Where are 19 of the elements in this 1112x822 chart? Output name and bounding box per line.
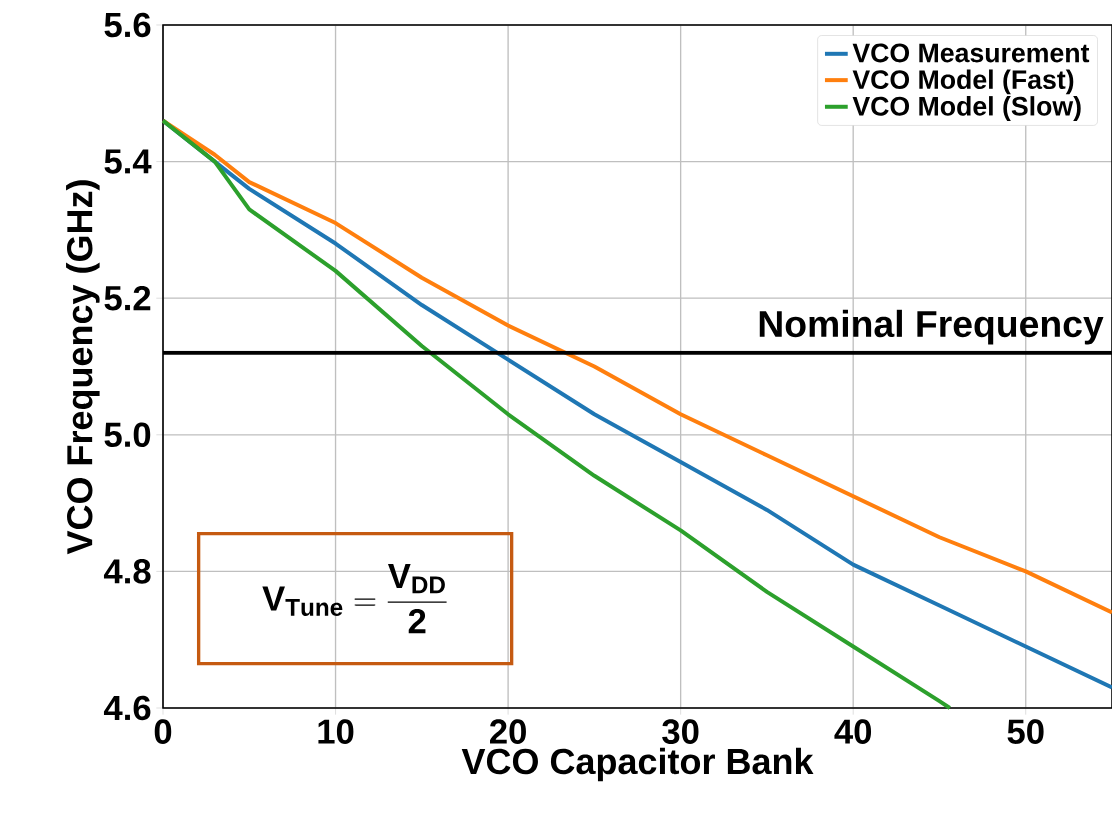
y-tick-label: 5.0 [104, 422, 151, 448]
x-tick-label: 30 [662, 719, 699, 744]
y-tick-label: 4.8 [103, 559, 151, 584]
annotation: $\mathbf{V_{Tune}} = \frac{\mathbf{V_{DD}}}{\mathbf{2}}$ [262, 564, 447, 634]
y-tick-label: 4.6 [103, 695, 151, 721]
x-tick-label: 50 [1007, 719, 1044, 744]
x-axis-title: VCO Capacitor Bank [461, 747, 814, 782]
legend-label: VCO Model (Fast) [852, 69, 1074, 95]
x-tick-label: 40 [834, 719, 872, 744]
x-tick-label: 20 [490, 719, 526, 744]
y-tick-label: 5.2 [104, 285, 151, 311]
x-tick-label: 10 [318, 719, 354, 744]
x-tick-label: 0 [154, 719, 172, 744]
y-axis-title: VCO Frequency (GHz) [66, 180, 100, 555]
y-tick-label: 5.4 [104, 149, 152, 174]
y-tick-label: 5.6 [104, 12, 151, 38]
legend-label: VCO Measurement [852, 43, 1090, 63]
legend-label: VCO Model (Slow) [852, 96, 1081, 121]
ref-line-label: Nominal Frequency [759, 309, 1104, 345]
